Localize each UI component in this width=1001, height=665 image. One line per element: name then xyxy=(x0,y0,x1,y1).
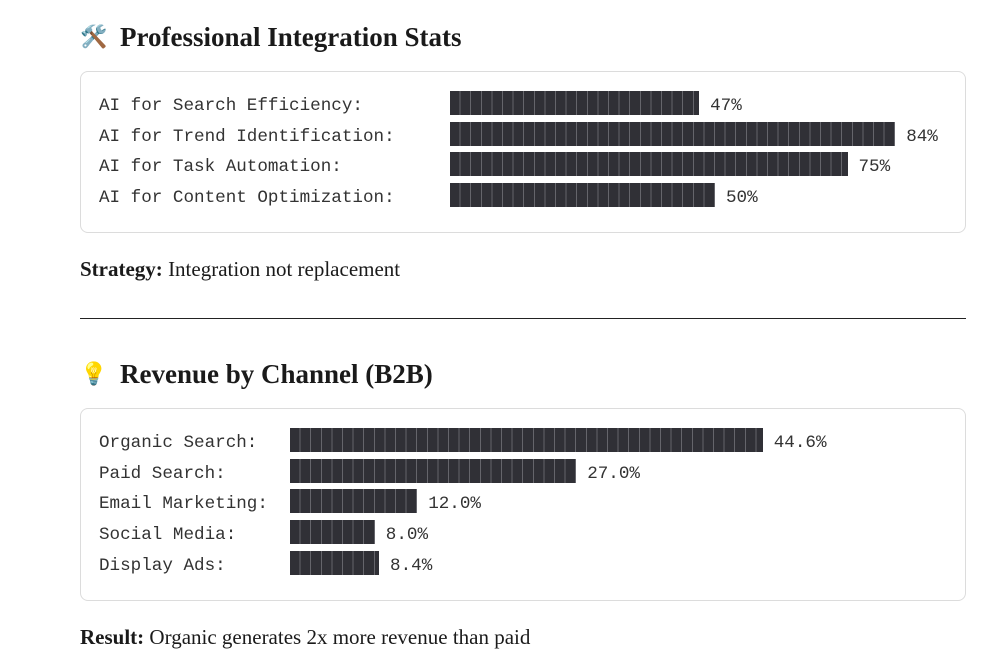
note-text: Integration not replacement xyxy=(168,256,401,281)
stat-label: AI for Search Efficiency: xyxy=(99,96,363,116)
stat-row: Organic Search: 44.6% xyxy=(99,428,947,459)
value-label: 8.4% xyxy=(390,555,433,576)
stat-row: Display Ads: 8.4% xyxy=(99,550,947,582)
section: 💡 Revenue by Channel (B2B) Organic Search… xyxy=(80,353,966,650)
value-label: 44.6% xyxy=(773,433,827,453)
stat-label: Email Marketing: xyxy=(99,494,268,515)
value-label: 8.0% xyxy=(385,525,429,546)
bar xyxy=(290,428,763,452)
heading: 💡 Revenue by Channel (B2B) xyxy=(80,353,966,395)
heading-text: Professional Integration Stats xyxy=(120,21,462,52)
stat-row: Email Marketing: 12.0% xyxy=(99,489,947,520)
heading: 🛠️ Professional Integration Stats xyxy=(80,16,966,58)
note-text: Organic generates 2x more revenue than p… xyxy=(149,624,531,649)
bar xyxy=(290,550,380,575)
stat-label: AI for Trend Identification: xyxy=(99,126,395,147)
stats-box: AI for Search Efficiency: 47% AI for Trend… xyxy=(80,71,966,233)
bar xyxy=(290,520,375,545)
value-label: 50% xyxy=(726,188,758,209)
value-label: 47% xyxy=(710,96,742,116)
note: Strategy: Integration not replacement xyxy=(80,257,966,282)
stat-row: Paid Search: 27.0% xyxy=(99,458,947,490)
bar xyxy=(450,91,700,115)
note-label: Result: xyxy=(80,624,145,649)
stat-row: AI for Task Automation: 75% xyxy=(99,152,947,183)
value-label: 75% xyxy=(858,157,891,178)
value-label: 12.0% xyxy=(428,494,481,515)
stat-label: Organic Search: xyxy=(99,433,258,453)
stat-row: AI for Search Efficiency: 47% xyxy=(99,91,947,122)
heading-text: Revenue by Channel (B2B) xyxy=(120,358,433,389)
icon: 🛠️ xyxy=(80,24,108,50)
bar xyxy=(450,152,848,177)
bar xyxy=(450,121,896,146)
bar xyxy=(290,458,577,483)
stat-label: AI for Content Optimization: xyxy=(99,188,395,209)
stat-row: AI for Trend Identification: 84% xyxy=(99,121,947,153)
stat-row: AI for Content Optimization: 50% xyxy=(99,183,947,214)
stat-label: Display Ads: xyxy=(99,555,226,576)
value-label: 27.0% xyxy=(587,463,640,484)
value-label: 84% xyxy=(906,126,938,147)
bar xyxy=(450,183,715,208)
stats-box: Organic Search: 44.6% Paid Search: 27.0% Ema… xyxy=(80,408,966,601)
stat-label: Social Media: xyxy=(99,525,237,546)
note: Result: Organic generates 2x more revenu… xyxy=(80,625,966,650)
bar xyxy=(290,489,418,514)
stat-label: Paid Search: xyxy=(99,463,226,484)
note-label: Strategy: xyxy=(80,256,163,281)
icon: 💡 xyxy=(80,361,108,387)
stat-row: Social Media: 8.0% xyxy=(99,520,947,551)
divider xyxy=(80,318,966,319)
stat-label: AI for Task Automation: xyxy=(99,157,342,178)
section: 🛠️ Professional Integration Stats AI for … xyxy=(80,16,966,282)
